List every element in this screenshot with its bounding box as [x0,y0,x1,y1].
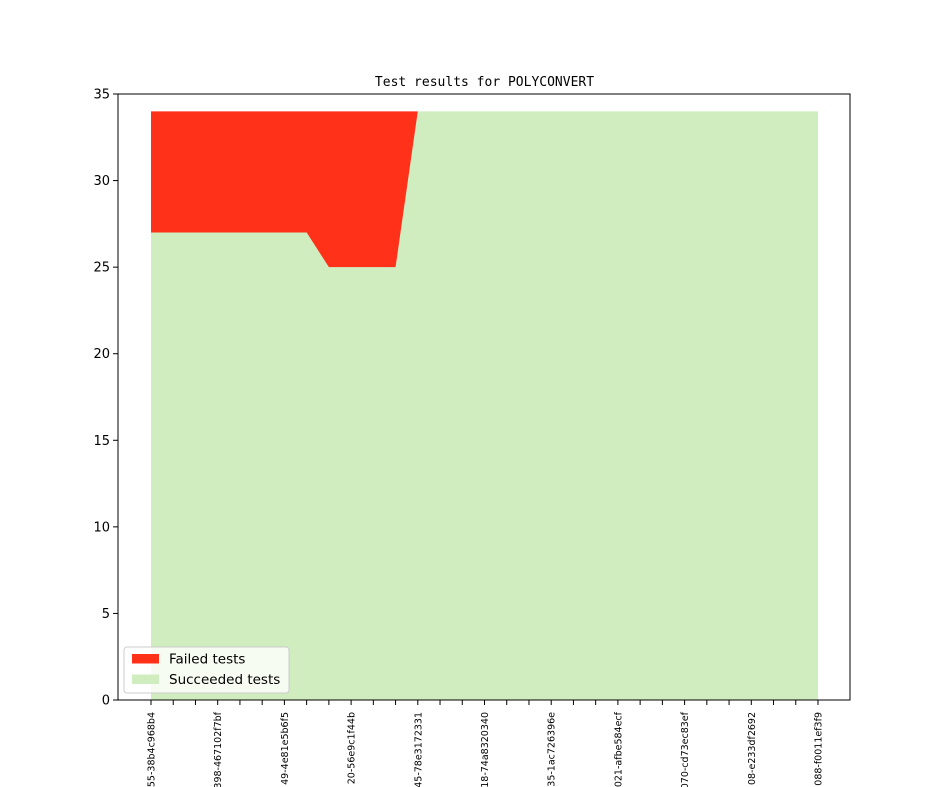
legend-label-succeeded-tests: Succeeded tests [169,672,280,688]
x-tick-label: 08-e233df2692 [747,712,758,785]
x-tick-label: 398-467102f7bf [213,711,224,787]
x-axis: 55-38b4c968b4 398-467102f7bf 49-4e81e5b6f5… [147,700,825,787]
y-tick-label: 20 [93,347,110,362]
x-tick-label: 18-74a8320340 [480,712,491,787]
legend-box [123,646,290,694]
y-axis: 0 5 10 15 20 25 30 35 [93,88,118,709]
legend-swatch-failed-tests [132,654,159,664]
x-tick-label: 070-cd73ec83ef [680,711,691,787]
y-tick-label: 10 [93,520,110,535]
x-tick-label: 20-56e9c1f44b [347,712,358,784]
x-tick-label: 55-38b4c968b4 [147,712,158,787]
y-tick-label: 25 [93,261,110,276]
x-tick-label: 35-1ac726396e [547,712,558,787]
plot-frame [117,93,851,701]
y-tick-label: 30 [93,174,110,189]
y-tick-label: 35 [93,88,110,103]
x-tick-label: 021-afbe584ecf [613,711,624,787]
y-tick-label: 5 [102,607,110,622]
x-tick-label: 088-f0011ef3f9 [814,712,825,786]
chart-title: Test results for POLYCONVERT [375,75,594,90]
area-failed-tests [151,111,818,268]
x-tick-label: 45-78e3172331 [413,712,424,787]
y-tick-label: 0 [102,694,110,709]
area-succeeded-tests [151,111,818,701]
x-tick-label: 49-4e81e5b6f5 [280,712,291,785]
plot-area [151,111,818,701]
legend-swatch-succeeded-tests [132,674,159,684]
legend: Failed tests Succeeded tests [123,646,290,694]
legend-label-failed-tests: Failed tests [169,652,245,668]
y-tick-label: 15 [93,434,110,449]
